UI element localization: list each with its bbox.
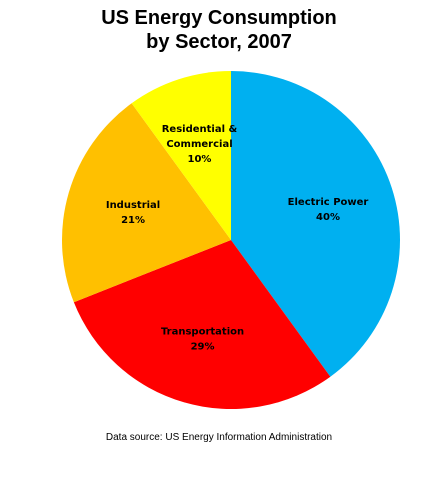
slice-label-1: Transportation 29% bbox=[161, 326, 244, 352]
pie-slice-2 bbox=[62, 103, 232, 303]
source-note: Data source: US Energy Information Admin… bbox=[105, 432, 333, 443]
slice-label-3-line-1: Commercial bbox=[166, 139, 232, 150]
chart-title-line-2: by Sector, 2007 bbox=[146, 31, 292, 53]
pie-labels: Electric Power 40% Transportation 29% Indust… bbox=[106, 124, 369, 352]
slice-label-2: Industrial 21% bbox=[106, 200, 160, 226]
slice-label-0-line-0: Electric Power bbox=[288, 197, 369, 208]
chart-title: US Energy Consumption by Sector, 2007 bbox=[0, 6, 438, 54]
pie-slices bbox=[62, 71, 400, 409]
slice-label-2-line-1: 21% bbox=[121, 215, 145, 226]
slice-label-1-line-0: Transportation bbox=[161, 326, 244, 337]
slice-label-0-line-1: 40% bbox=[316, 212, 340, 223]
slice-label-2-line-0: Industrial bbox=[106, 200, 160, 211]
slice-label-1-line-1: 29% bbox=[191, 341, 215, 352]
slice-label-0: Electric Power 40% bbox=[288, 197, 369, 223]
slice-label-3: Residential & Commercial 10% bbox=[162, 124, 238, 165]
slice-label-3-line-0: Residential & bbox=[162, 124, 238, 135]
pie-slice-1 bbox=[73, 240, 331, 409]
pie-slice-3 bbox=[131, 71, 231, 240]
chart-title-line-1: US Energy Consumption bbox=[101, 7, 337, 29]
slice-label-3-line-2: 10% bbox=[188, 154, 212, 165]
pie-slice-0 bbox=[231, 71, 400, 377]
